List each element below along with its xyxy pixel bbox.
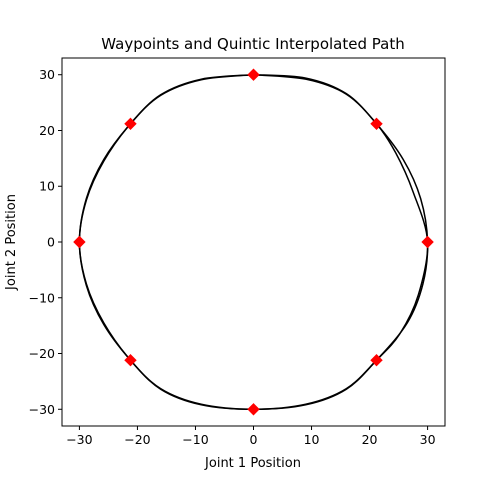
waypoint-marker — [421, 235, 434, 249]
y-tick-label: 0 — [47, 235, 55, 250]
chart-title: Waypoints and Quintic Interpolated Path — [101, 35, 404, 53]
waypoint-marker — [370, 353, 383, 367]
y-tick-label: 30 — [39, 67, 55, 82]
waypoint-marker — [73, 235, 86, 249]
waypoint-markers — [73, 68, 434, 416]
x-tick-label: −10 — [182, 432, 208, 447]
x-tick-label: −30 — [66, 432, 92, 447]
y-tick-label: −30 — [29, 402, 55, 417]
x-axis-ticks: −30 −20 −10 0 10 20 30 — [66, 426, 436, 447]
y-axis-label: Joint 2 Position — [4, 194, 19, 291]
waypoint-marker — [247, 68, 260, 81]
y-tick-label: 20 — [39, 123, 55, 138]
x-tick-label: −20 — [124, 432, 150, 447]
y-axis-ticks: −30 −20 −10 0 10 20 30 — [29, 67, 62, 417]
waypoint-marker — [124, 353, 137, 367]
x-tick-label: 0 — [250, 432, 258, 447]
x-tick-label: 10 — [304, 432, 320, 447]
x-tick-label: 20 — [362, 432, 378, 447]
waypoint-marker — [124, 117, 137, 131]
waypoint-marker — [247, 403, 260, 416]
y-tick-label: −20 — [29, 346, 55, 361]
x-tick-label: 30 — [420, 432, 436, 447]
x-axis-label: Joint 1 Position — [204, 456, 301, 471]
waypoint-marker — [370, 117, 383, 131]
y-tick-label: −10 — [29, 290, 55, 305]
y-tick-label: 10 — [39, 179, 55, 194]
